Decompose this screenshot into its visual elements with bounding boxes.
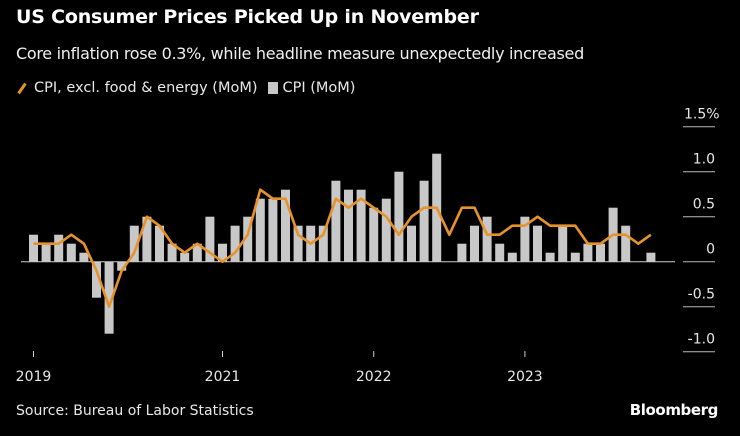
cpi-bar [218, 243, 227, 262]
cpi-bar [318, 225, 328, 262]
cpi-bar [407, 225, 416, 262]
cpi-bar [255, 198, 265, 262]
legend-bar-swatch [267, 82, 278, 94]
cpi-bar [129, 225, 139, 262]
cpi-bar [646, 252, 656, 262]
y-tick-label: 0.5 [693, 197, 715, 213]
cpi-bar [117, 261, 127, 271]
source-note: Source: Bureau of Labor Statistics [16, 403, 254, 419]
cpi-bar [583, 243, 593, 262]
legend-item-cpi: CPI (MoM) [267, 80, 356, 96]
cpi-bar [54, 234, 64, 262]
cpi-bar [356, 189, 366, 262]
core-cpi-line [33, 188, 652, 309]
cpi-bar [104, 261, 114, 334]
cpi-bar [394, 171, 404, 262]
y-tick-label: -0.5 [688, 287, 715, 303]
cpi-bar [419, 180, 429, 262]
cpi-bar [570, 252, 580, 262]
cpi-bar [293, 225, 303, 262]
cpi-bar [558, 225, 568, 262]
cpi-bar [155, 225, 164, 262]
cpi-bar [29, 234, 38, 262]
legend-label-cpi: CPI (MoM) [282, 80, 356, 96]
cpi-bar [180, 252, 190, 262]
x-tick-label: 2019 [16, 369, 52, 385]
x-tick-label: 2022 [356, 369, 392, 385]
legend-item-core: CPI, excl. food & energy (MoM) [16, 80, 258, 96]
chart-subtitle: Core inflation rose 0.3%, while headline… [16, 44, 584, 63]
chart-title: US Consumer Prices Picked Up in November [16, 6, 479, 28]
cpi-bar [230, 225, 240, 262]
cpi-bar [381, 198, 391, 262]
x-tick-label: 2023 [507, 369, 543, 385]
y-tick-label: -1.0 [688, 332, 715, 348]
cpi-bar [369, 207, 379, 262]
cpi-bar [142, 216, 152, 262]
cpi-bar [520, 216, 530, 262]
cpi-bar [41, 243, 51, 262]
cpi-bar [470, 225, 479, 262]
cpi-bar [243, 216, 253, 262]
legend-label-core: CPI, excl. food & energy (MoM) [34, 80, 258, 96]
y-tick-label: 1.5% [684, 107, 720, 123]
cpi-bar [482, 216, 492, 262]
y-tick-label: 0 [706, 242, 715, 258]
cpi-bar [621, 225, 631, 262]
cpi-bar [192, 243, 202, 262]
cpi-bar [545, 252, 555, 262]
cpi-bar [66, 243, 76, 262]
cpi-bar [92, 261, 101, 298]
bloomberg-logo: Bloomberg [629, 401, 719, 419]
cpi-bar [331, 180, 341, 262]
cpi-bar [507, 252, 517, 262]
cpi-bar [281, 189, 290, 262]
cpi-bar [167, 243, 177, 262]
legend: CPI, excl. food & energy (MoM) CPI (MoM) [16, 80, 365, 96]
cpi-bar [268, 198, 278, 262]
x-tick-label: 2021 [205, 369, 241, 385]
cpi-bar [205, 216, 215, 262]
cpi-bar [457, 243, 467, 262]
y-tick-label: 1.0 [693, 152, 715, 168]
cpi-bar [344, 189, 353, 262]
cpi-bar [596, 243, 605, 262]
cpi-bar [79, 252, 89, 262]
cpi-bar [533, 225, 542, 262]
cpi-bar [495, 243, 505, 262]
